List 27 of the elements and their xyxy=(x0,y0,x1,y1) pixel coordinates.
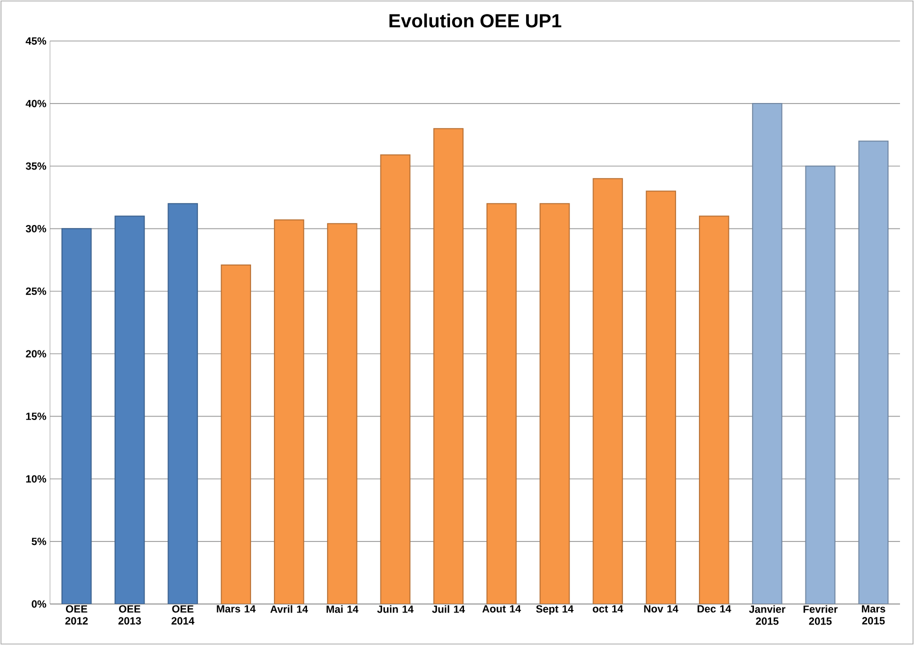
x-tick-label: Mars 2015 xyxy=(862,605,886,624)
x-tick-label: OEE 2014 xyxy=(172,605,194,625)
y-tick-label: 10% xyxy=(26,475,46,483)
x-tick-label: Juil 14 xyxy=(432,605,465,613)
y-tick-label: 45% xyxy=(26,37,46,45)
x-tick-label: Sept 14 xyxy=(536,605,574,615)
x-tick-label: Aout 14 xyxy=(482,605,521,612)
y-tick-label: 20% xyxy=(26,350,46,358)
x-tick-label: Fevrier 2015 xyxy=(804,605,838,625)
x-tick-label: Avril 14 xyxy=(270,605,308,613)
y-tick-label: 15% xyxy=(26,412,46,420)
y-tick-label: 25% xyxy=(26,288,46,295)
y-tick-label: 40% xyxy=(26,100,46,108)
x-tick-label: OEE 2013 xyxy=(118,605,141,625)
x-tick-label: Dec 14 xyxy=(698,605,732,612)
x-tick-label: oct 14 xyxy=(592,605,624,612)
y-tick-label: 5% xyxy=(32,538,46,546)
x-tick-label: Janvier 2015 xyxy=(749,605,786,625)
x-tick-label: Juin 14 xyxy=(377,605,414,613)
x-tick-label: Mars 14 xyxy=(216,605,256,612)
x-tick-label: Nov 14 xyxy=(644,605,678,612)
chart-title: Evolution OEE UP1 xyxy=(390,14,562,28)
y-tick-label: 35% xyxy=(26,162,46,170)
y-tick-label: 0% xyxy=(32,600,46,608)
x-tick-label: Mai 14 xyxy=(326,605,358,613)
y-tick-label: 30% xyxy=(26,224,46,232)
x-tick-label: OEE 2012 xyxy=(65,605,88,625)
